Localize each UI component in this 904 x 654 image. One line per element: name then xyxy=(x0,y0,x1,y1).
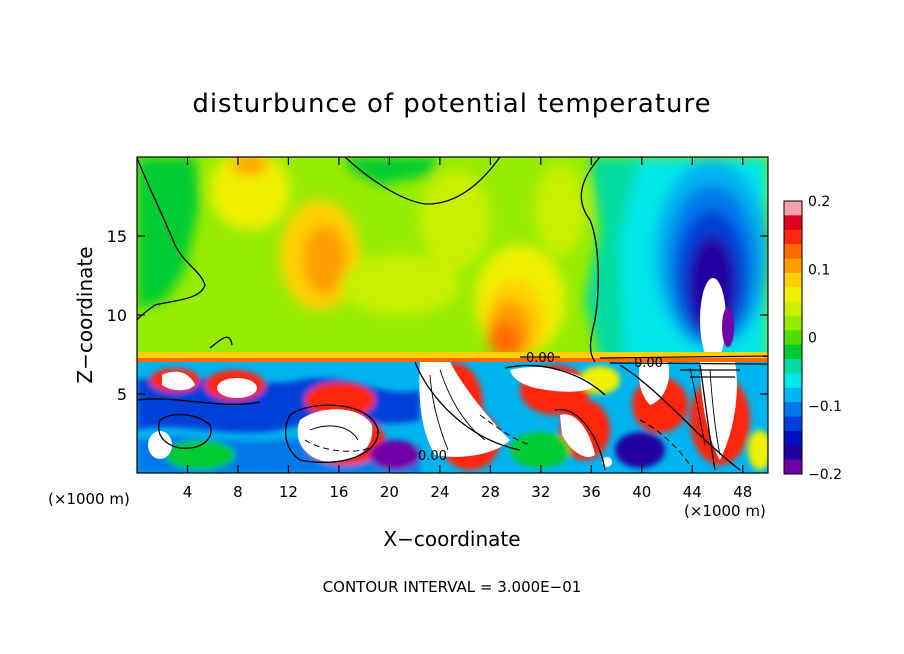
colorbar-swatch xyxy=(784,229,802,245)
colorbar-tick-label: 0 xyxy=(808,331,817,347)
colorbar-swatch xyxy=(784,315,802,331)
colorbar: 0.2 0.1 0 −0.1 −0.2 xyxy=(783,194,842,483)
colorbar-swatch xyxy=(784,244,802,259)
colorbar-tick-label: 0.1 xyxy=(808,262,830,278)
colorbar-swatch xyxy=(784,301,802,317)
x-axis: 4 8 12 16 20 24 28 32 36 40 44 48 xyxy=(183,157,752,501)
colorbar-swatch xyxy=(784,445,802,461)
colorbar-swatch xyxy=(784,459,802,475)
x-tick-label: 44 xyxy=(683,483,702,501)
heatmap-field xyxy=(137,157,768,473)
x-unit-left: (×1000 m) xyxy=(48,490,130,508)
colorbar-tick-label: −0.1 xyxy=(808,399,842,415)
contour-label: 0.00 xyxy=(418,449,447,464)
colorbar-tick-label: −0.2 xyxy=(808,467,842,483)
y-tick-label: 15 xyxy=(107,227,127,246)
colorbar-swatch xyxy=(784,272,802,288)
x-tick-label: 20 xyxy=(380,483,399,501)
colorbar-swatch xyxy=(784,258,802,274)
contour-labels: 0.00 0.00 0.00 xyxy=(418,351,663,464)
colorbar-swatch xyxy=(784,387,802,403)
y-axis-label: Z−coordinate xyxy=(73,246,97,383)
x-axis-label: X−coordinate xyxy=(383,527,520,551)
contour-label: 0.00 xyxy=(634,356,663,371)
x-tick-label: 48 xyxy=(733,483,752,501)
colorbar-swatch xyxy=(784,344,802,360)
x-tick-label: 36 xyxy=(582,483,601,501)
x-tick-label: 32 xyxy=(531,483,550,501)
colorbar-swatch xyxy=(784,330,802,346)
x-tick-label: 12 xyxy=(279,483,298,501)
y-tick-label: 10 xyxy=(107,306,127,325)
x-tick-label: 4 xyxy=(183,483,193,501)
colorbar-swatch xyxy=(784,373,802,389)
y-axis: 5 10 15 xyxy=(107,227,768,404)
colorbar-swatch xyxy=(784,359,802,374)
colorbar-swatch xyxy=(784,416,802,432)
x-unit-right: (×1000 m) xyxy=(684,502,766,520)
colorbar-swatch xyxy=(784,215,802,231)
x-tick-label: 16 xyxy=(329,483,348,501)
x-tick-label: 28 xyxy=(481,483,500,501)
colorbar-swatch xyxy=(784,402,802,418)
colorbar-frame xyxy=(783,200,803,475)
chart-title: disturbunce of potential temperature xyxy=(192,89,711,119)
x-tick-label: 24 xyxy=(430,483,449,501)
contour-label: 0.00 xyxy=(526,351,555,366)
y-tick-label: 5 xyxy=(117,385,127,404)
x-tick-label: 8 xyxy=(233,483,243,501)
contour-interval-note: CONTOUR INTERVAL = 3.000E−01 xyxy=(323,578,582,596)
colorbar-swatch xyxy=(784,430,802,446)
colorbar-tick-label: 0.2 xyxy=(808,194,830,210)
colorbar-swatch xyxy=(784,201,802,216)
colorbar-swatch xyxy=(784,287,802,303)
x-tick-label: 40 xyxy=(632,483,651,501)
